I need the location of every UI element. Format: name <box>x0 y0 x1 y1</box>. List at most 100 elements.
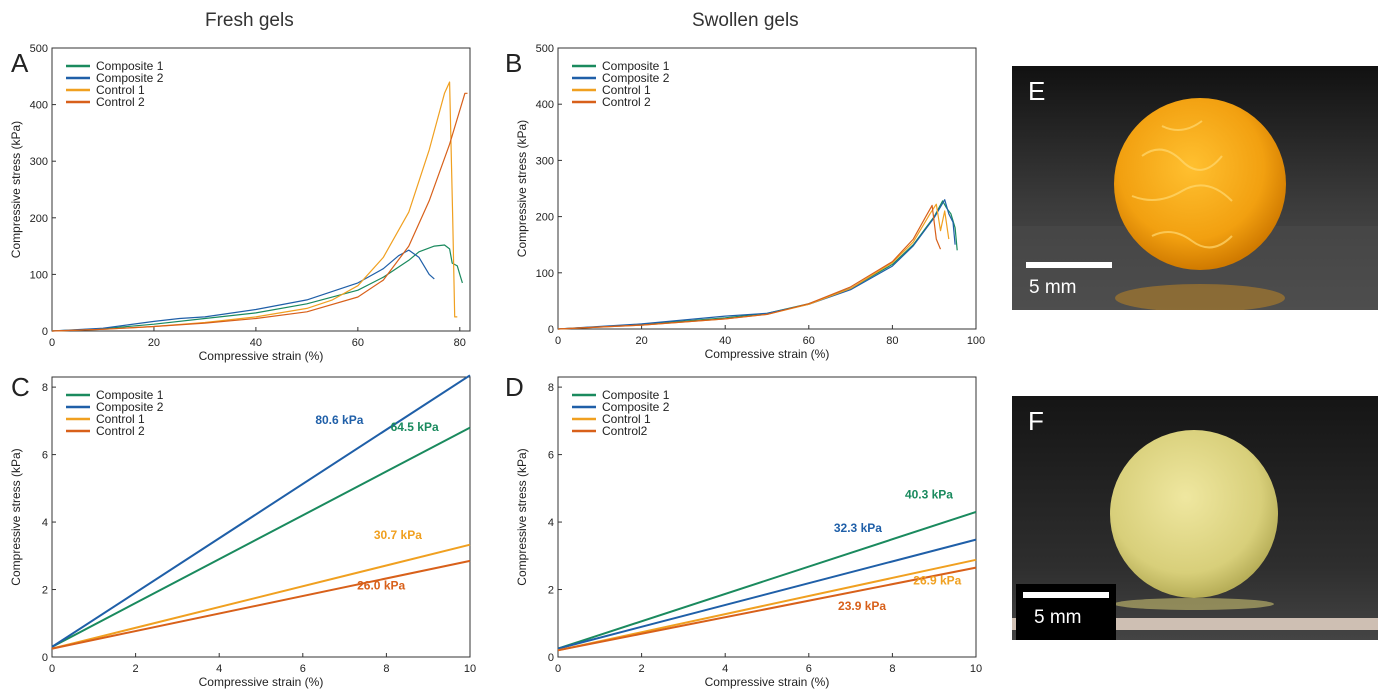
x-tick-label: 10 <box>970 663 982 675</box>
chart-b: 0 20 40 60 80 100 0 100 200 300 400 500 Compressive … <box>515 43 985 361</box>
slope-annotation: 26.9 kPa <box>913 573 961 587</box>
x-tick-label: 60 <box>352 337 364 349</box>
legend-label: Control 1 <box>602 412 651 426</box>
slope-annotation: 80.6 kPa <box>315 413 363 427</box>
scale-label-e: 5 mm <box>1029 277 1077 298</box>
y-tick-label: 100 <box>30 269 48 281</box>
legend-label: Composite 1 <box>602 388 670 402</box>
series-line-4 <box>557 204 942 330</box>
legend-label: Composite 2 <box>96 71 164 85</box>
legend-label: Control2 <box>602 424 648 438</box>
x-axis-label: Compressive strain (%) <box>705 347 830 361</box>
series-line-4 <box>51 559 471 650</box>
series-line-3 <box>557 558 977 652</box>
chart-d: 0 2 4 6 8 10 0 2 4 6 8 Compressive strain (%) Compre… <box>515 376 982 689</box>
fresh-gels-title: Fresh gels <box>205 10 294 31</box>
slope-annotation: 30.7 kPa <box>374 528 422 542</box>
legend-label: Composite 1 <box>96 59 164 73</box>
legend-label: Control 1 <box>602 83 651 97</box>
panel-letter-c: C <box>11 372 30 402</box>
x-axis-label: Compressive strain (%) <box>199 349 324 363</box>
legend-label: Composite 1 <box>96 388 164 402</box>
series-line-2 <box>557 538 977 650</box>
x-tick-label: 0 <box>555 663 561 675</box>
y-tick-label: 4 <box>42 517 48 529</box>
legend-label: Composite 2 <box>602 400 670 414</box>
slope-annotation: 40.3 kPa <box>905 487 953 501</box>
x-tick-label: 4 <box>216 663 222 675</box>
series-line-2 <box>51 249 435 332</box>
scale-label-f: 5 mm <box>1034 607 1082 628</box>
chart-c: 0 2 4 6 8 10 0 2 4 6 8 Compressive strain (%) Compre… <box>9 374 476 689</box>
x-tick-label: 8 <box>889 663 895 675</box>
x-tick-label: 2 <box>133 663 139 675</box>
y-tick-label: 6 <box>548 450 554 462</box>
slope-annotation: 32.3 kPa <box>834 521 882 535</box>
panel-letter-d: D <box>505 372 524 402</box>
x-tick-label: 10 <box>464 663 476 675</box>
legend-label: Composite 2 <box>96 400 164 414</box>
x-tick-label: 0 <box>555 335 561 347</box>
x-tick-label: 2 <box>639 663 645 675</box>
plot-frame <box>557 47 977 330</box>
y-tick-label: 500 <box>536 43 554 55</box>
y-tick-label: 2 <box>548 585 554 597</box>
photo-e-image <box>1012 66 1378 310</box>
y-axis-label: Compressive stress (kPa) <box>515 120 529 257</box>
x-axis-label: Compressive strain (%) <box>705 675 830 689</box>
y-tick-label: 0 <box>42 652 48 664</box>
x-tick-label: 100 <box>967 335 985 347</box>
y-tick-label: 2 <box>42 585 48 597</box>
y-tick-label: 300 <box>536 155 554 167</box>
x-tick-label: 6 <box>300 663 306 675</box>
series-line-3 <box>51 543 471 650</box>
legend-label: Control 1 <box>96 83 145 97</box>
x-tick-label: 0 <box>49 663 55 675</box>
x-tick-label: 20 <box>635 335 647 347</box>
slope-annotation: 26.0 kPa <box>357 579 405 593</box>
legend-label: Control 2 <box>96 95 145 109</box>
series-line-4 <box>51 92 468 332</box>
legend-label: Control 1 <box>96 412 145 426</box>
y-tick-label: 200 <box>536 212 554 224</box>
y-tick-label: 0 <box>548 324 554 336</box>
scale-bar-e <box>1026 262 1112 268</box>
panel-letter-a: A <box>11 48 29 78</box>
x-tick-label: 40 <box>250 337 262 349</box>
y-tick-label: 200 <box>30 213 48 225</box>
photo-e: E 5 mm <box>1012 66 1378 310</box>
scale-bar-f <box>1023 592 1109 598</box>
y-tick-label: 8 <box>42 382 48 394</box>
y-tick-label: 0 <box>42 326 48 338</box>
x-tick-label: 20 <box>148 337 160 349</box>
legend-label: Control 2 <box>96 424 145 438</box>
y-tick-label: 500 <box>30 43 48 55</box>
legend-label: Composite 1 <box>602 59 670 73</box>
chart-a: 0 20 40 60 80 0 100 200 300 400 500 Compressive str… <box>9 43 471 363</box>
series-line-2 <box>557 199 956 330</box>
swollen-gels-title: Swollen gels <box>692 10 799 31</box>
x-tick-label: 0 <box>49 337 55 349</box>
plot-frame <box>51 47 471 332</box>
x-tick-label: 60 <box>803 335 815 347</box>
x-tick-label: 4 <box>722 663 728 675</box>
y-tick-label: 400 <box>30 100 48 112</box>
y-axis-label: Compressive stress (kPa) <box>9 448 23 585</box>
series-line-1 <box>51 426 471 648</box>
legend-label: Composite 2 <box>602 71 670 85</box>
y-axis-label: Compressive stress (kPa) <box>515 448 529 585</box>
legend-label: Control 2 <box>602 95 651 109</box>
y-tick-label: 400 <box>536 99 554 111</box>
x-tick-label: 8 <box>383 663 389 675</box>
photo-letter-e: E <box>1028 76 1046 106</box>
series-line-1 <box>557 200 958 330</box>
y-axis-label: Compressive stress (kPa) <box>9 121 23 258</box>
series-line-2 <box>51 374 471 648</box>
panel-letter-b: B <box>505 48 523 78</box>
y-tick-label: 8 <box>548 382 554 394</box>
plot-frame <box>557 376 977 658</box>
y-tick-label: 4 <box>548 517 554 529</box>
x-tick-label: 40 <box>719 335 731 347</box>
x-axis-label: Compressive strain (%) <box>199 675 324 689</box>
series-line-1 <box>557 510 977 650</box>
